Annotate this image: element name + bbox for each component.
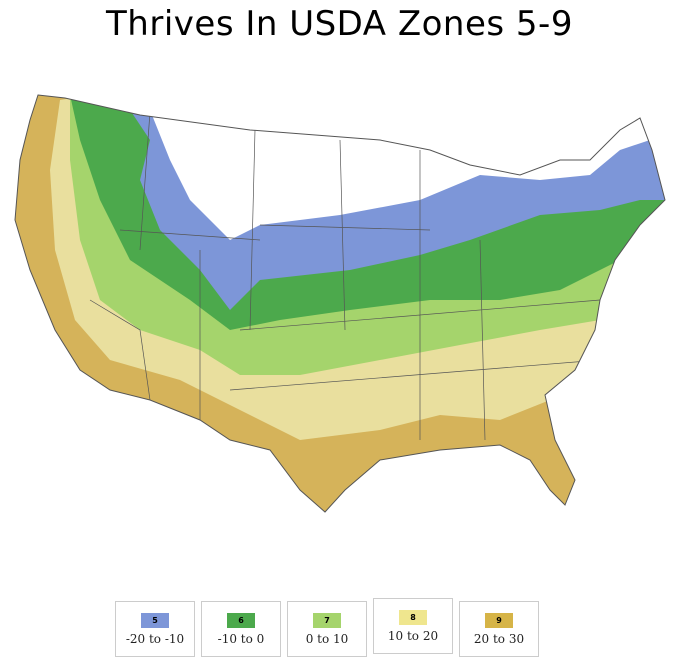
legend-item-zone-8: 8 10 to 20 — [373, 598, 453, 654]
legend-item-zone-7: 7 0 to 10 — [287, 601, 367, 657]
map-title: Thrives In USDA Zones 5-9 — [106, 4, 573, 44]
state-borders — [89, 111, 601, 441]
legend-range: 20 to 30 — [473, 631, 525, 646]
legend-swatch: 6 — [227, 612, 255, 628]
legend-swatch: 8 — [399, 609, 427, 625]
legend-swatch: 5 — [141, 612, 169, 628]
zone-legend: 5 -20 to -10 6 -10 to 0 7 0 to 10 8 10 t… — [115, 598, 539, 657]
legend-swatch: 7 — [313, 612, 341, 628]
legend-item-zone-6: 6 -10 to 0 — [201, 601, 281, 657]
legend-range: -20 to -10 — [125, 631, 185, 646]
legend-range: -10 to 0 — [217, 631, 265, 646]
legend-range: 10 to 20 — [387, 628, 439, 643]
us-outline — [14, 94, 666, 513]
usda-zone-map — [14, 94, 666, 513]
legend-item-zone-9: 9 20 to 30 — [459, 601, 539, 657]
legend-item-zone-5: 5 -20 to -10 — [115, 601, 195, 657]
legend-range: 0 to 10 — [305, 631, 349, 646]
legend-swatch: 9 — [485, 612, 513, 628]
